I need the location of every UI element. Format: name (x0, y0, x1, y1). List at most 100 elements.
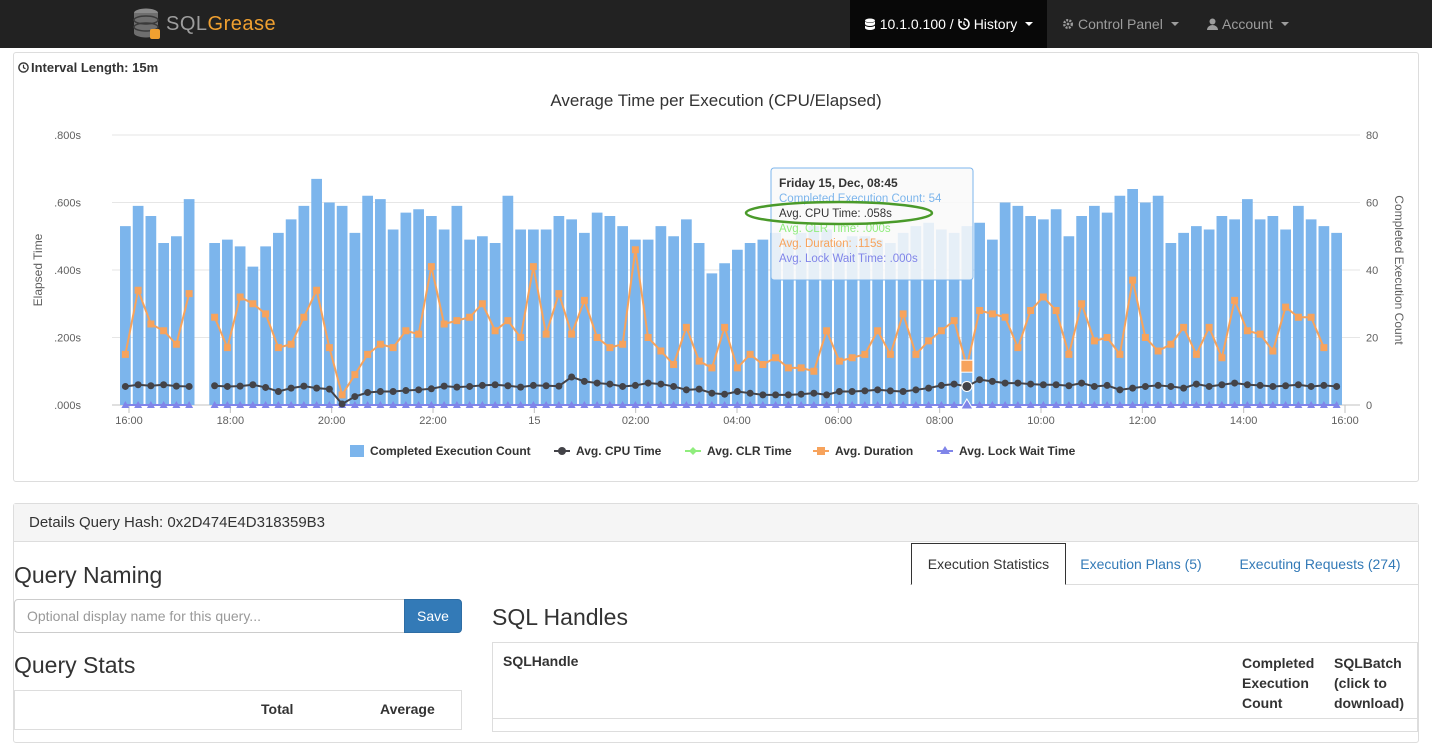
query-display-name-input[interactable]: Optional display name for this query... (14, 599, 406, 633)
nav-account-dropdown[interactable]: Account (1207, 0, 1289, 48)
bar (362, 195, 373, 405)
duration-point (772, 354, 780, 362)
lock-wait-point (440, 401, 449, 408)
duration-point (1014, 344, 1022, 352)
bar (642, 239, 654, 405)
duration-line (124, 286, 191, 355)
save-button[interactable]: Save (404, 599, 462, 633)
bar (451, 205, 463, 405)
cpu-point (1320, 381, 1328, 389)
cpu-point (1180, 384, 1188, 392)
cpu-point (555, 382, 563, 390)
duration-point (402, 327, 410, 335)
brand-logo[interactable]: SQLGrease (132, 4, 276, 44)
legend-marker (558, 447, 566, 455)
duration-point (580, 296, 588, 304)
cpu-point (1090, 382, 1098, 390)
cpu-point (1078, 379, 1086, 387)
cpu-point (185, 382, 193, 390)
bar (604, 216, 616, 405)
lock-wait-point (1077, 401, 1086, 408)
tab-execution-statistics[interactable]: Execution Statistics (911, 543, 1066, 585)
lock-wait-point (1217, 401, 1226, 408)
bar (910, 226, 922, 405)
brand-sql-text: SQL (166, 12, 208, 35)
duration-point (1243, 327, 1251, 335)
cpu-point (950, 380, 958, 388)
duration-point (1129, 276, 1137, 284)
duration-point (644, 334, 652, 341)
y-axis-title: Elapsed Time (31, 233, 45, 306)
duration-point (415, 330, 423, 338)
bar (209, 243, 220, 405)
bar (1152, 195, 1164, 405)
interval-label: Interval Length: 15m (31, 60, 159, 75)
bar (553, 216, 565, 405)
lock-wait-point (809, 401, 818, 408)
cpu-point (1039, 381, 1047, 389)
bar (1318, 226, 1330, 405)
user-icon (1207, 18, 1218, 30)
cpu-point (784, 391, 792, 399)
lock-wait-point (325, 401, 334, 408)
y2-tick-label: 80 (1366, 130, 1378, 142)
lock-wait-point (146, 401, 155, 408)
x-tick-label: 12:00 (1129, 415, 1157, 427)
lock-wait-point (134, 401, 143, 408)
caret-down-icon (1025, 22, 1034, 26)
tooltip-line: Avg. CLR Time: .000s (779, 223, 891, 235)
cpu-point (1065, 382, 1073, 390)
lock-wait-point (1256, 401, 1265, 408)
bar (464, 239, 475, 405)
bar (693, 243, 705, 405)
bar (1127, 189, 1138, 405)
bar (515, 229, 526, 405)
bar (183, 199, 195, 405)
lock-wait-point (248, 401, 257, 408)
duration-point (262, 310, 270, 318)
bar (732, 249, 743, 405)
cpu-point (517, 383, 525, 391)
cpu-point (1231, 379, 1239, 387)
lock-wait-point (797, 401, 806, 408)
lock-wait-point (414, 401, 423, 408)
tab-executing-requests[interactable]: Executing Requests (274) (1239, 556, 1401, 572)
duration-point (631, 246, 639, 254)
bar (897, 232, 909, 405)
duration-point (364, 350, 372, 358)
duration-point (1256, 330, 1264, 338)
duration-point (988, 310, 996, 318)
y-tick-label: .000s (54, 400, 81, 412)
lock-wait-point (223, 401, 232, 408)
nav-server-history-dropdown[interactable]: 10.1.0.100 / History (850, 0, 1047, 48)
database-icon (864, 18, 876, 30)
details-tabs: Execution Statistics Execution Plans (5)… (910, 543, 1418, 585)
lock-wait-point (771, 401, 780, 408)
duration-point (389, 344, 397, 352)
duration-point (1269, 347, 1277, 355)
cpu-point (1103, 381, 1111, 389)
tab-execution-plans[interactable]: Execution Plans (5) (1080, 556, 1202, 572)
lock-wait-point (1141, 401, 1150, 408)
bar (489, 243, 501, 405)
average-time-chart[interactable]: Average Time per Execution (CPU/Elapsed)… (14, 80, 1418, 470)
cpu-point (478, 381, 486, 389)
tooltip-title: Friday 15, Dec, 08:45 (779, 176, 898, 190)
cpu-point (695, 385, 703, 393)
lock-wait-point (172, 401, 181, 408)
duration-point (185, 290, 193, 298)
bar (1101, 212, 1113, 405)
x-tick-label: 06:00 (825, 415, 853, 427)
cpu-point (211, 382, 219, 390)
query-naming-title: Query Naming (14, 562, 163, 588)
lock-wait-point (1154, 401, 1163, 408)
lock-wait-point (516, 401, 525, 408)
x-tick-label: 14:00 (1230, 415, 1258, 427)
bar (1280, 229, 1291, 405)
nav-control-panel-dropdown[interactable]: Control Panel (1062, 0, 1179, 48)
cpu-point (988, 377, 996, 385)
duration-point (440, 320, 448, 328)
lock-wait-point (452, 401, 461, 408)
duration-point (529, 263, 537, 271)
lock-wait-point (911, 401, 920, 408)
